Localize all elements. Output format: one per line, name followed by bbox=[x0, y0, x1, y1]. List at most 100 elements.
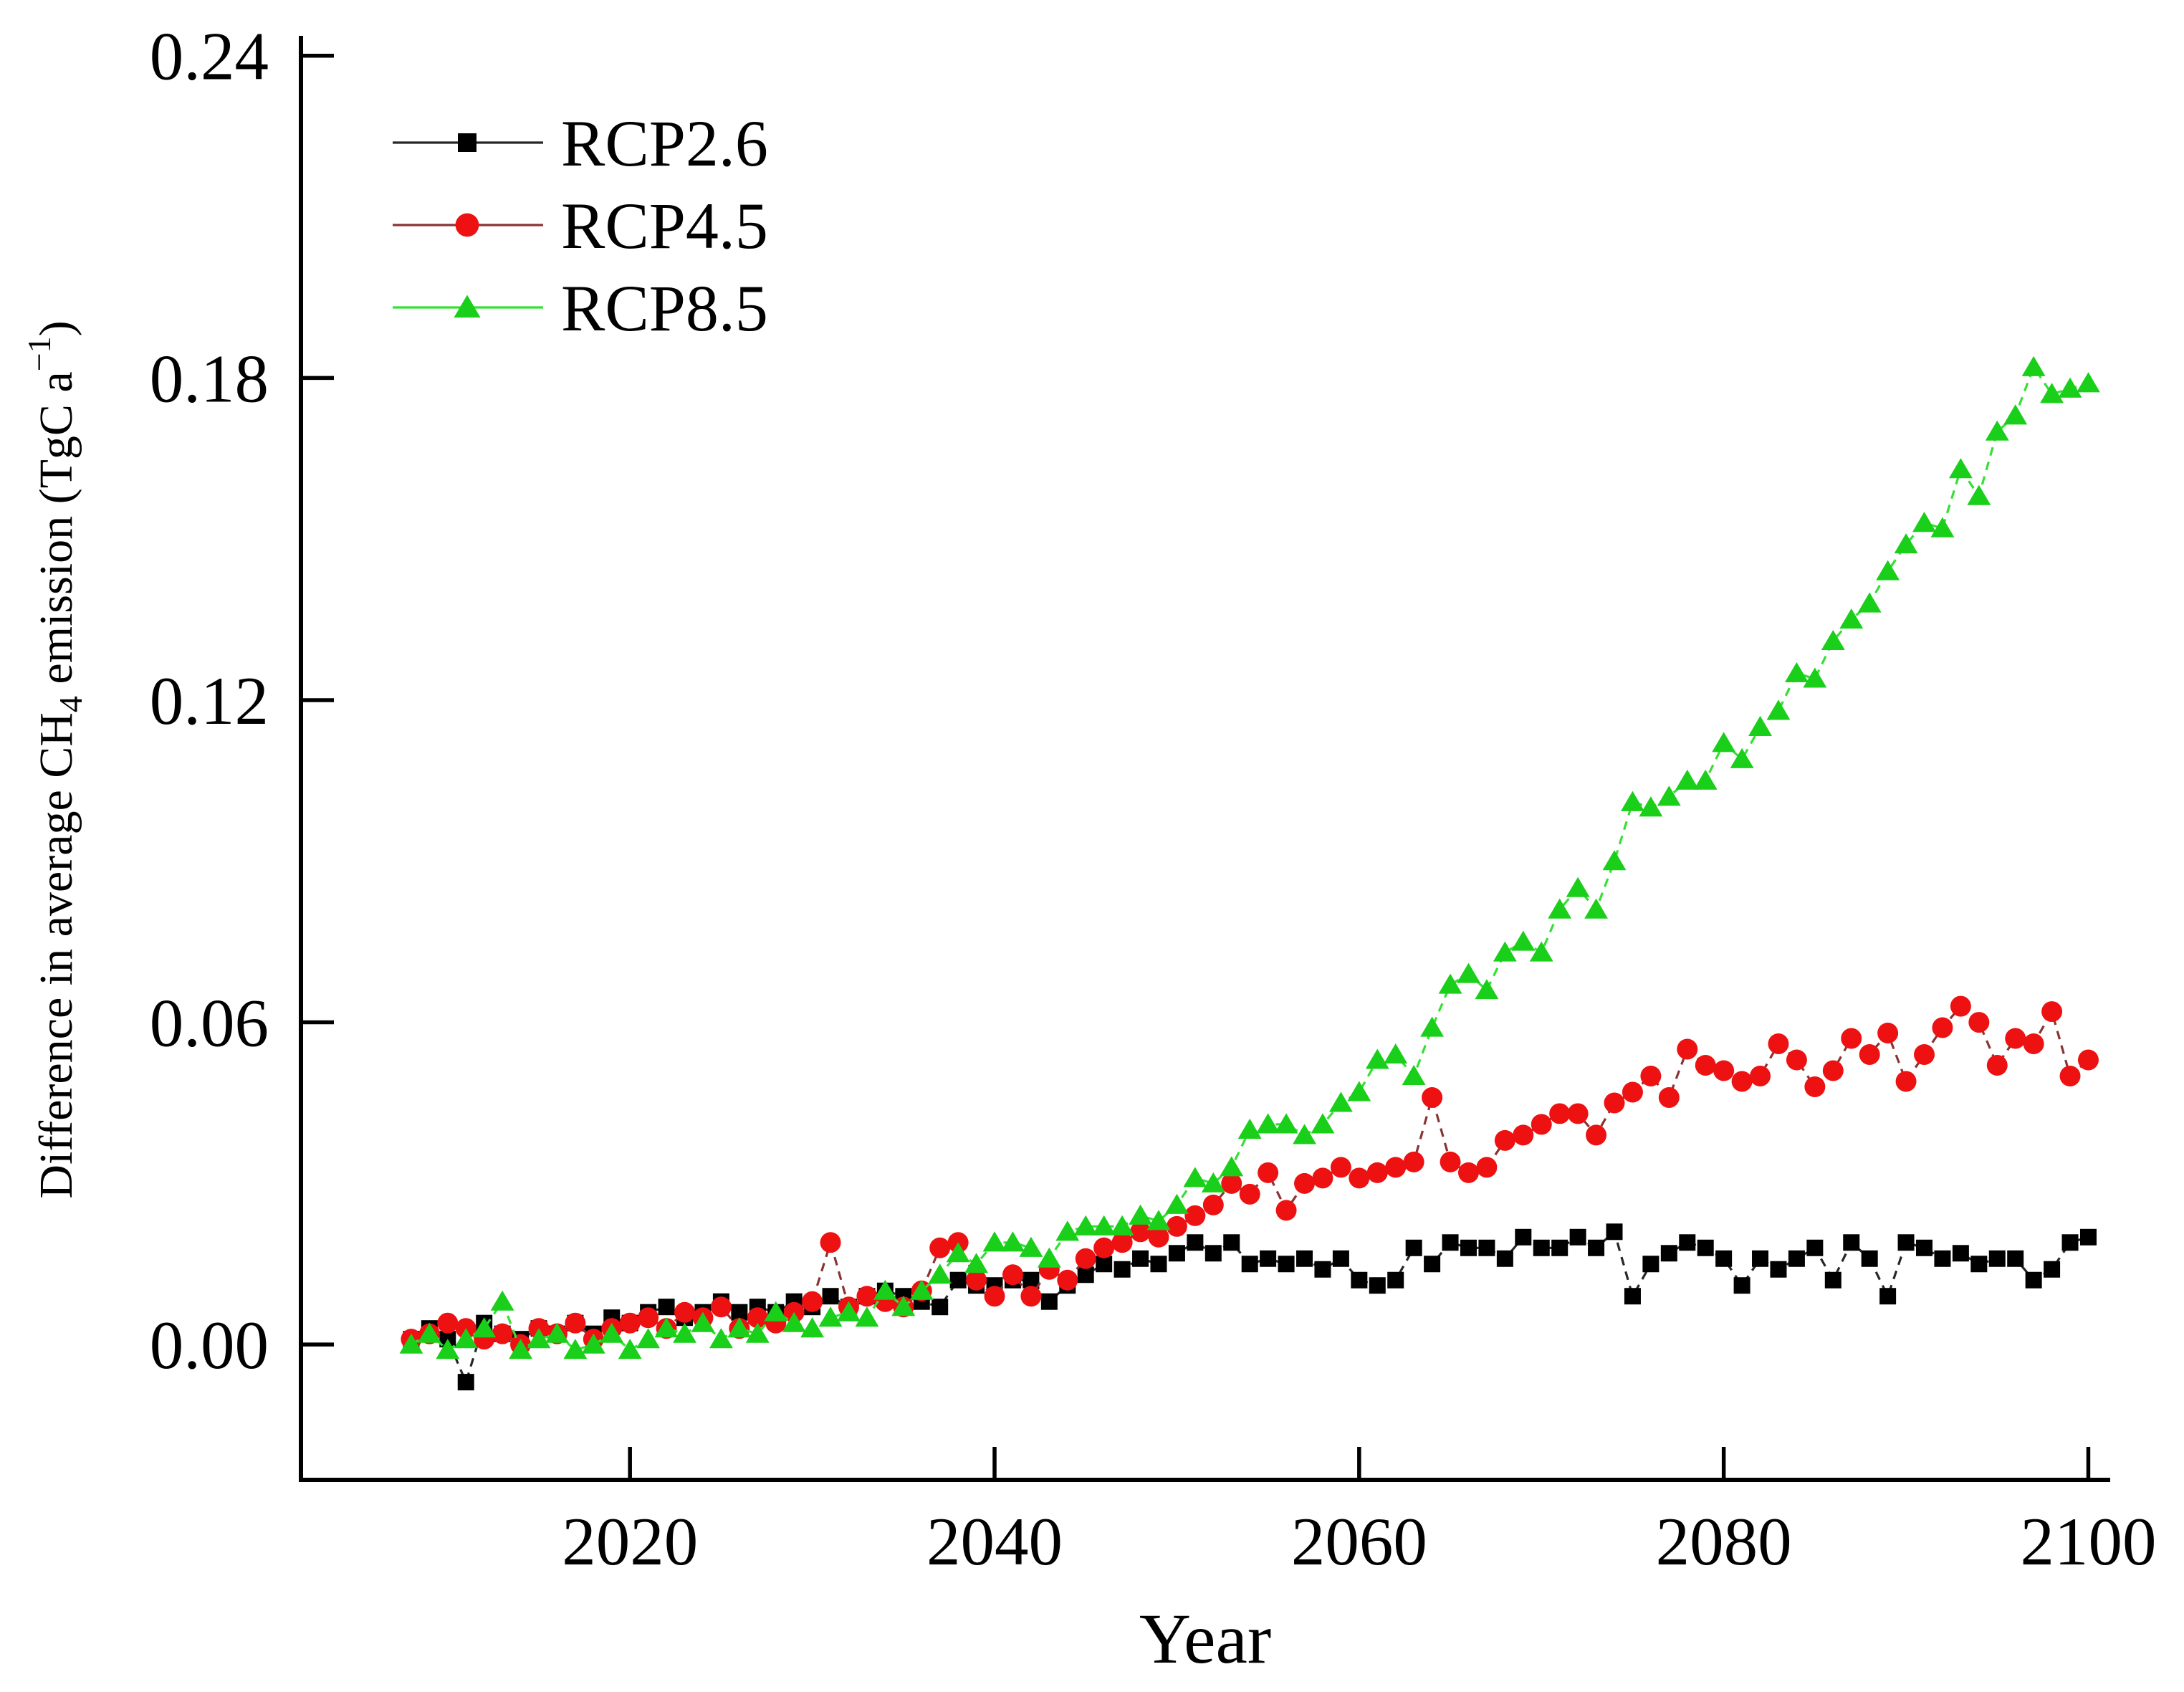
square-marker-icon bbox=[1496, 1250, 1513, 1267]
triangle-marker-icon bbox=[1730, 747, 1754, 768]
circle-marker-icon bbox=[1731, 1071, 1753, 1092]
circle-marker-icon bbox=[1330, 1157, 1351, 1178]
circle-marker-icon bbox=[856, 1286, 878, 1307]
x-tick-label: 2060 bbox=[1291, 1504, 1427, 1579]
square-marker-icon bbox=[1150, 1256, 1167, 1273]
triangle-marker-icon bbox=[1293, 1124, 1316, 1144]
circle-marker-icon bbox=[1093, 1237, 1115, 1258]
circle-marker-icon bbox=[1075, 1248, 1096, 1269]
triangle-marker-icon bbox=[1876, 560, 1900, 580]
circle-marker-icon bbox=[1057, 1269, 1078, 1291]
circle-marker-icon bbox=[1275, 1200, 1297, 1221]
triangle-marker-icon bbox=[2040, 383, 2064, 403]
triangle-marker-icon bbox=[1019, 1236, 1043, 1257]
square-marker-icon bbox=[1879, 1288, 1897, 1305]
triangle-marker-icon bbox=[1256, 1113, 1280, 1134]
triangle-marker-icon bbox=[709, 1328, 733, 1349]
triangle-marker-icon bbox=[745, 1322, 770, 1343]
triangle-marker-icon bbox=[1784, 661, 1809, 683]
triangle-marker-icon bbox=[509, 1339, 533, 1359]
square-marker-icon bbox=[1369, 1277, 1386, 1294]
y-axis-title-part: emission (TgC a bbox=[30, 371, 82, 696]
square-marker-icon bbox=[1715, 1250, 1733, 1267]
square-marker-icon bbox=[1405, 1239, 1422, 1256]
triangle-marker-icon bbox=[581, 1333, 605, 1354]
series-rcp85 bbox=[399, 355, 2100, 1359]
circle-marker-icon bbox=[1895, 1071, 1917, 1092]
triangle-marker-icon bbox=[764, 1301, 788, 1321]
circle-marker-icon bbox=[1385, 1157, 1407, 1178]
y-axis-title-part: Difference in average CH bbox=[30, 712, 82, 1199]
y-axis-title-part: −1 bbox=[21, 336, 57, 371]
triangle-marker-icon bbox=[1621, 790, 1644, 811]
square-marker-icon bbox=[1934, 1250, 1951, 1267]
circle-marker-icon bbox=[1804, 1076, 1826, 1097]
square-marker-icon bbox=[949, 1271, 967, 1289]
square-marker-icon bbox=[1697, 1239, 1714, 1256]
triangle-marker-icon bbox=[1675, 769, 1700, 790]
circle-marker-icon bbox=[1366, 1162, 1388, 1183]
circle-marker-icon bbox=[1020, 1286, 1042, 1307]
square-marker-icon bbox=[1278, 1256, 1295, 1273]
square-marker-icon bbox=[1132, 1250, 1149, 1267]
triangle-marker-icon bbox=[1712, 732, 1736, 752]
triangle-marker-icon bbox=[2021, 355, 2046, 376]
triangle-marker-icon bbox=[1328, 1091, 1353, 1112]
circle-marker-icon bbox=[437, 1312, 459, 1334]
triangle-marker-icon bbox=[1438, 973, 1462, 994]
triangle-marker-icon bbox=[1657, 785, 1681, 806]
triangle-marker-icon bbox=[1475, 979, 1499, 1000]
triangle-marker-icon bbox=[454, 1328, 478, 1349]
triangle-marker-icon bbox=[1001, 1231, 1025, 1252]
circle-marker-icon bbox=[1349, 1167, 1370, 1189]
triangle-marker-icon bbox=[964, 1253, 989, 1273]
circle-marker-icon bbox=[2023, 1033, 2044, 1055]
square-marker-icon bbox=[1752, 1250, 1769, 1267]
triangle-marker-icon bbox=[1365, 1048, 1389, 1069]
legend-triangle-marker-icon bbox=[454, 295, 481, 318]
circle-marker-icon bbox=[1294, 1172, 1316, 1194]
square-marker-icon bbox=[1806, 1239, 1824, 1256]
triangle-marker-icon bbox=[1584, 898, 1609, 919]
legend-circle-marker-icon bbox=[455, 213, 479, 237]
circle-marker-icon bbox=[1604, 1092, 1625, 1114]
triangle-marker-icon bbox=[472, 1317, 497, 1338]
triangle-marker-icon bbox=[1237, 1118, 1262, 1139]
square-marker-icon bbox=[1478, 1239, 1495, 1256]
triangle-marker-icon bbox=[1073, 1215, 1098, 1235]
circle-marker-icon bbox=[638, 1307, 659, 1329]
y-axis-title-part: ) bbox=[30, 320, 82, 336]
square-marker-icon bbox=[457, 1374, 474, 1391]
triangle-marker-icon bbox=[800, 1317, 825, 1338]
triangle-marker-icon bbox=[782, 1311, 806, 1332]
circle-marker-icon bbox=[1640, 1065, 1662, 1086]
circle-marker-icon bbox=[1239, 1183, 1260, 1205]
square-marker-icon bbox=[1824, 1271, 1841, 1289]
triangle-marker-icon bbox=[818, 1306, 843, 1327]
triangle-marker-icon bbox=[1420, 1016, 1445, 1037]
triangle-marker-icon bbox=[1639, 796, 1663, 817]
square-marker-icon bbox=[1442, 1234, 1459, 1251]
circle-marker-icon bbox=[619, 1312, 641, 1334]
triangle-marker-icon bbox=[727, 1317, 752, 1338]
square-marker-icon bbox=[1022, 1271, 1040, 1289]
circle-marker-icon bbox=[1586, 1124, 1607, 1146]
triangle-marker-icon bbox=[1839, 608, 1864, 629]
triangle-marker-icon bbox=[1220, 1156, 1244, 1177]
circle-marker-icon bbox=[1513, 1124, 1534, 1146]
legend-item-rcp45: RCP4.5 bbox=[393, 189, 768, 262]
triangle-marker-icon bbox=[545, 1322, 569, 1343]
circle-marker-icon bbox=[1786, 1049, 1807, 1071]
legend: RCP2.6 RCP4.5 RCP8.5 bbox=[393, 107, 768, 345]
triangle-marker-icon bbox=[1748, 715, 1772, 736]
square-marker-icon bbox=[1204, 1245, 1222, 1262]
square-marker-icon bbox=[1096, 1256, 1113, 1273]
triangle-marker-icon bbox=[1055, 1220, 1080, 1241]
square-marker-icon bbox=[1679, 1234, 1696, 1251]
triangle-marker-icon bbox=[909, 1279, 934, 1300]
circle-marker-icon bbox=[1932, 1017, 1953, 1038]
y-tick-label: 0.24 bbox=[150, 19, 269, 95]
circle-marker-icon bbox=[1258, 1162, 1279, 1183]
square-marker-icon bbox=[1970, 1256, 1988, 1273]
